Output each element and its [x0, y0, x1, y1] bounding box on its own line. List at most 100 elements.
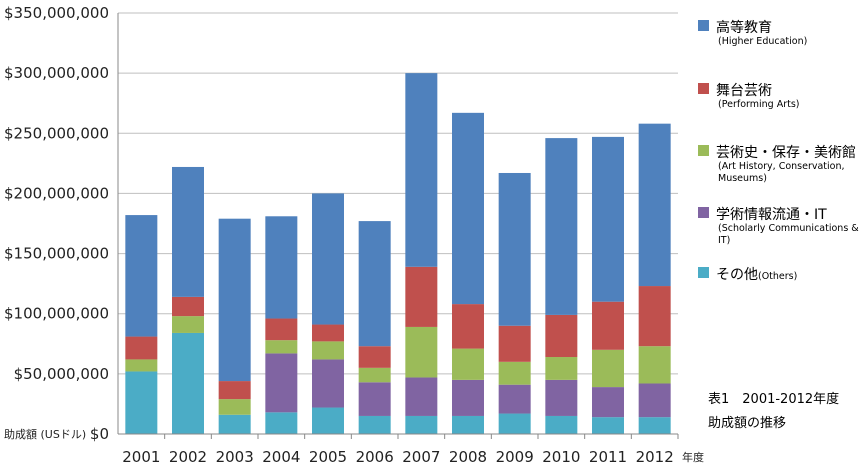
bar-segment: [358, 415, 391, 434]
bar-segment: [638, 346, 671, 384]
bar-segment: [405, 73, 438, 267]
bar-segment: [265, 318, 298, 341]
bar-segment: [265, 340, 298, 354]
bars: [125, 73, 671, 434]
legend-swatch: [698, 83, 709, 94]
bar-segment: [312, 193, 344, 325]
bar-segment: [265, 216, 298, 319]
x-tick-label: 2004: [262, 448, 300, 466]
bar-segment: [405, 415, 438, 434]
x-tick-label: 2011: [589, 448, 627, 466]
bar-segment: [592, 387, 624, 418]
y-tick-label: $0: [90, 425, 109, 443]
bar-segment: [405, 326, 438, 378]
bar-segment: [265, 412, 298, 434]
legend-label: 学術情報流通・IT: [716, 207, 827, 223]
x-tick-label: 2005: [309, 448, 347, 466]
bar-segment: [545, 379, 578, 416]
bar-segment: [498, 325, 531, 362]
x-axis-label: 年度: [682, 450, 704, 464]
bar-segment: [498, 361, 531, 385]
x-tick-label: 2007: [402, 448, 440, 466]
bar-segment: [545, 415, 578, 434]
gridlines: [118, 12, 678, 375]
bar-segment: [358, 346, 391, 368]
bar-segment: [312, 341, 344, 360]
y-tick-label: $100,000,000: [4, 305, 109, 323]
x-tick-label: 2002: [169, 448, 207, 466]
bar-segment: [638, 286, 671, 347]
bar-segment: [172, 166, 204, 297]
bar-segment: [405, 266, 438, 327]
legend-label: 高等教育: [716, 20, 772, 36]
bar-segment: [638, 383, 671, 418]
bar-segment: [358, 221, 391, 347]
x-axis-ticks: 2001 2002 2003 2004 2005 2006 2007 2008 2009 2010…: [122, 434, 679, 466]
x-tick-label: 2009: [496, 448, 534, 466]
bar-segment: [592, 136, 624, 302]
y-axis-ticks: $0 $50,000,000 $100,000,000 $150,000,000 $20…: [4, 4, 109, 443]
legend-label: 芸術史・保存・美術館: [716, 145, 856, 161]
y-tick-label: $300,000,000: [4, 64, 109, 82]
bar-segment: [545, 357, 578, 380]
bar-segment: [498, 384, 531, 414]
legend-label-en: (Scholarly Communications & IT): [718, 223, 859, 246]
x-tick-label: 2003: [216, 448, 254, 466]
x-tick-label: 2001: [122, 448, 160, 466]
bar-segment: [545, 314, 578, 358]
bar-segment: [172, 296, 204, 317]
bar-segment: [312, 324, 344, 342]
bar-segment: [452, 112, 484, 305]
bar-segment: [218, 218, 251, 382]
bar-segment: [218, 381, 251, 400]
table-caption-line2: 助成額の推移: [708, 416, 787, 431]
bar-segment: [592, 417, 624, 434]
bar-segment: [358, 382, 391, 416]
bar-segment: [218, 414, 251, 434]
bar-segment: [218, 399, 251, 415]
bar-segment: [545, 138, 578, 315]
bar-segment: [498, 172, 531, 326]
bar-segment: [452, 348, 484, 380]
y-tick-label: $150,000,000: [4, 245, 109, 263]
x-tick-label: 2012: [636, 448, 674, 466]
bar-segment: [592, 349, 624, 388]
y-axis-label: 助成額 (USドル): [4, 427, 86, 441]
table-caption-line1: 表1 2001-2012年度: [708, 392, 840, 407]
legend-swatch: [698, 267, 709, 278]
legend-label-en: (Art History, Conservation, Museums): [718, 161, 845, 184]
bar-segment: [312, 359, 344, 408]
legend-label-en: (Performing Arts): [718, 99, 800, 110]
bar-segment: [125, 359, 158, 372]
bar-segment: [265, 353, 298, 413]
bar-segment: [452, 379, 484, 416]
bar-segment: [172, 316, 204, 333]
bar-segment: [172, 332, 204, 434]
bar-segment: [592, 301, 624, 350]
bar-segment: [312, 407, 344, 434]
bar-segment: [405, 377, 438, 416]
x-tick-label: 2008: [449, 448, 487, 466]
y-tick-label: $350,000,000: [4, 4, 109, 22]
bar-segment: [452, 304, 484, 349]
legend-label-en: (Others): [758, 271, 798, 282]
legend-swatch: [698, 145, 709, 156]
bar-segment: [638, 417, 671, 434]
legend-label: 舞台芸術: [716, 83, 772, 99]
bar-segment: [125, 371, 158, 434]
bar-segment: [125, 215, 158, 337]
y-tick-label: $50,000,000: [14, 365, 109, 383]
bar-segment: [358, 367, 391, 383]
x-tick-label: 2010: [542, 448, 580, 466]
y-tick-label: $250,000,000: [4, 124, 109, 142]
bar-segment: [452, 415, 484, 434]
bar-segment: [125, 336, 158, 360]
legend-label: その他(Others): [716, 267, 798, 283]
bar-segment: [498, 413, 531, 434]
legend-label-en: (Higher Education): [718, 36, 808, 47]
x-tick-label: 2006: [356, 448, 394, 466]
legend-swatch: [698, 20, 709, 31]
bar-segment: [638, 123, 671, 287]
legend-swatch: [698, 207, 709, 218]
